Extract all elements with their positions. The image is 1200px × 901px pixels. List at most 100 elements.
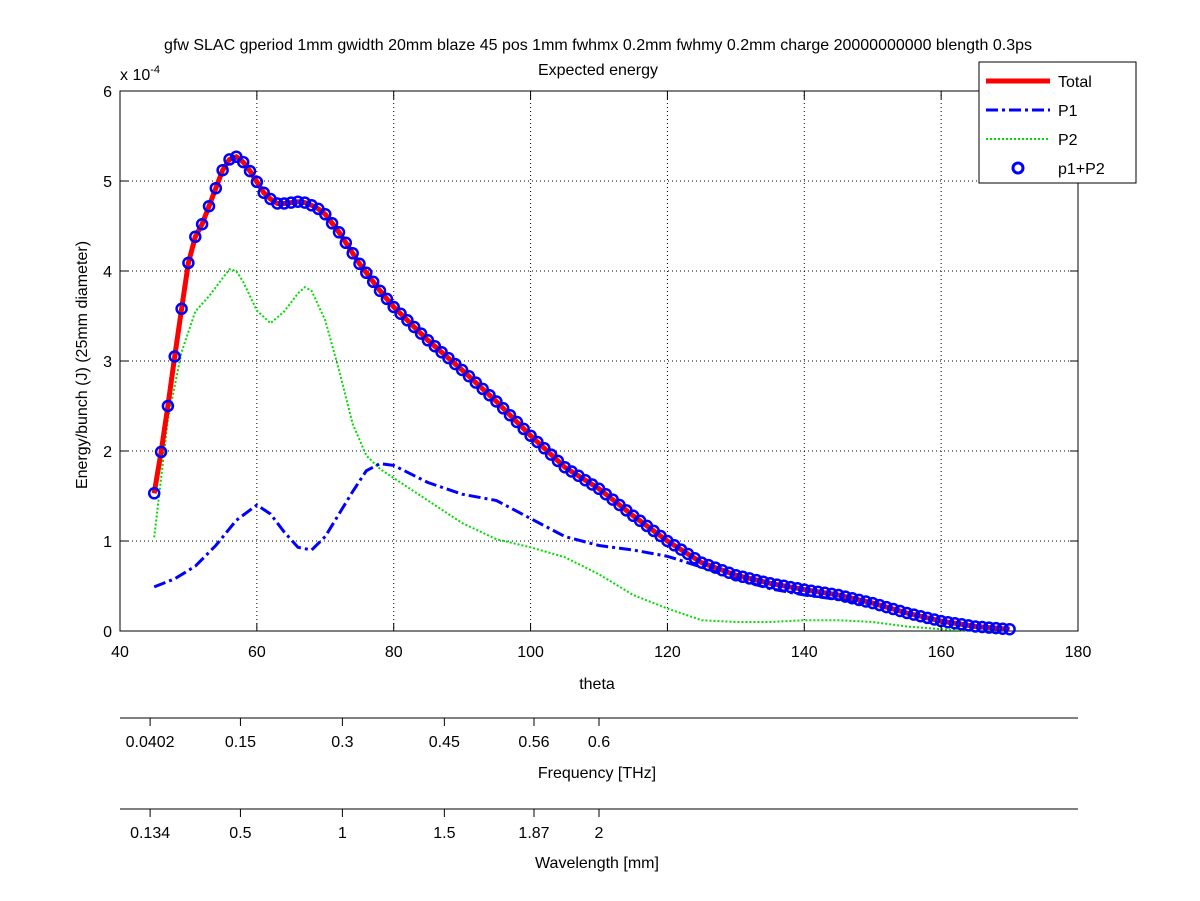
series-p1p2-point: [743, 572, 756, 585]
series-p1p2-point: [722, 566, 736, 579]
series-p1p2-point: [291, 195, 305, 208]
series-p1p2-point: [729, 568, 743, 582]
series-p1p2-point: [804, 584, 818, 597]
x-tick-label: 40: [111, 644, 129, 661]
series-p1p2-point: [414, 327, 428, 340]
series-p1p2-point: [243, 164, 257, 178]
plot-area: 40 60 80 100 120 140 160 180 0 1 2 3 4 5 6: [103, 84, 1091, 661]
series-p1p2-point: [832, 588, 845, 602]
series-p1p2-point: [387, 300, 400, 314]
y-exponent-power: -4: [150, 64, 160, 76]
series-p1p2-point: [941, 615, 955, 629]
plot-frame: [119, 90, 1079, 632]
legend-label-p1: P1: [1058, 103, 1078, 120]
chart-subtitle: Expected energy: [538, 62, 658, 79]
series-p1p2-point: [709, 561, 722, 574]
series-p1p2-point: [852, 593, 866, 607]
series-p1p2-point: [380, 292, 394, 306]
wavelength-axis-label: Wavelength [mm]: [535, 855, 659, 872]
secondary-tick-label: 2: [595, 825, 604, 842]
series-p1p2-point: [531, 435, 544, 449]
series-p1p2-point: [544, 448, 558, 461]
series-p1p2-point: [476, 382, 489, 396]
frequency-axis: 0.0402 0.15 0.3 0.45 0.56 0.6 Frequency [THz]: [120, 717, 1078, 782]
series-p1p2-point: [900, 606, 914, 620]
series-p1p2-point: [442, 351, 455, 365]
series-p1p2-point: [818, 586, 832, 600]
series-p1p2-point: [955, 618, 968, 631]
series-p1p2-point: [496, 402, 510, 415]
series-p1p2-point: [469, 376, 483, 389]
series-p1p2-point: [551, 454, 565, 468]
series-p1p2-point: [859, 595, 873, 608]
series-p1p2-point: [510, 415, 524, 429]
series-p1p2-point: [538, 442, 551, 455]
x-axis: 40 60 80 100 120 140 160 180: [111, 91, 1091, 661]
series-p1p2-point: [921, 611, 934, 625]
series-p1p2-point: [346, 247, 359, 260]
series-p1p2-point: [763, 577, 777, 590]
x-tick-label: 180: [1065, 644, 1092, 661]
series-p1p2-point: [996, 622, 1009, 635]
secondary-tick-label: 0.3: [331, 734, 353, 751]
series-p1p2-point: [825, 587, 838, 601]
series-p1p2-point: [257, 186, 270, 199]
y-tick-label: 2: [103, 444, 112, 461]
series-p1p2-point: [407, 320, 421, 334]
legend-marker-p1p2: [1011, 161, 1025, 175]
series-p1p2-point: [250, 175, 264, 189]
y-tick-label: 0: [103, 624, 112, 641]
series-p1p2-point: [791, 582, 804, 595]
series-p1p2-point: [175, 302, 188, 316]
series-p1p2-point: [189, 230, 202, 244]
wavelength-axis: 0.134 0.5 1 1.5 1.87 2 Wavelength [mm]: [120, 808, 1078, 872]
series-p1p2-point: [756, 575, 770, 588]
series-layer: [147, 150, 1016, 636]
series-p1p2-point: [798, 583, 811, 596]
series-p1p2-point: [736, 570, 749, 584]
series-p1p2-point: [332, 226, 346, 239]
x-tick-label: 60: [248, 644, 266, 661]
series-p1p2-point: [271, 197, 284, 210]
series-p1p2-point: [873, 598, 886, 612]
series-p1p2-point: [154, 445, 168, 459]
series-p1p2-point: [524, 429, 537, 442]
series-p1p2-point: [770, 578, 784, 591]
x-tick-label: 80: [385, 644, 403, 661]
series-p1p2-point: [811, 585, 825, 599]
frequency-ticks: 0.0402 0.15 0.3 0.45 0.56 0.6: [126, 718, 610, 751]
y-tick-label: 6: [103, 84, 112, 101]
series-p1p2-point: [750, 573, 763, 587]
frequency-axis-label: Frequency [THz]: [538, 765, 656, 782]
x-axis-label: theta: [579, 676, 615, 693]
secondary-tick-label: 0.15: [225, 734, 256, 751]
series-p1p2-point: [209, 181, 223, 195]
series-p1p2-point: [277, 197, 291, 210]
series-p1p2-point: [982, 621, 996, 634]
legend-label-p1p2: p1+P2: [1058, 161, 1105, 178]
series-p1p2-point: [202, 199, 216, 213]
y-exponent-label: x 10-4: [120, 64, 160, 84]
x-tick-label: 160: [928, 644, 955, 661]
series-p1p2-point: [975, 620, 989, 634]
series-p1p2-point: [866, 596, 879, 610]
series-p1p2-point: [702, 558, 715, 572]
series-p1p2-point: [462, 370, 476, 383]
series-p1p2-point: [428, 339, 442, 353]
series-p1p2-point: [907, 608, 921, 621]
series-p1p2-point: [517, 422, 530, 436]
secondary-tick-label: 1.87: [518, 825, 549, 842]
series-p1p2-point: [216, 163, 229, 177]
series-p1p2-point: [298, 196, 312, 209]
series-p1p2-point: [168, 350, 181, 363]
series-p1p2-point: [360, 266, 373, 280]
secondary-tick-label: 1: [338, 825, 347, 842]
series-p1p2-point: [182, 256, 195, 270]
legend: Total P1 P2 p1+P2: [978, 61, 1137, 184]
series-p1p2-point: [777, 579, 791, 593]
series-p1p2-point: [1003, 622, 1016, 636]
series-p1p2-point: [401, 314, 414, 327]
secondary-tick-label: 0.56: [518, 734, 549, 751]
series-p1p2-point: [353, 257, 366, 271]
